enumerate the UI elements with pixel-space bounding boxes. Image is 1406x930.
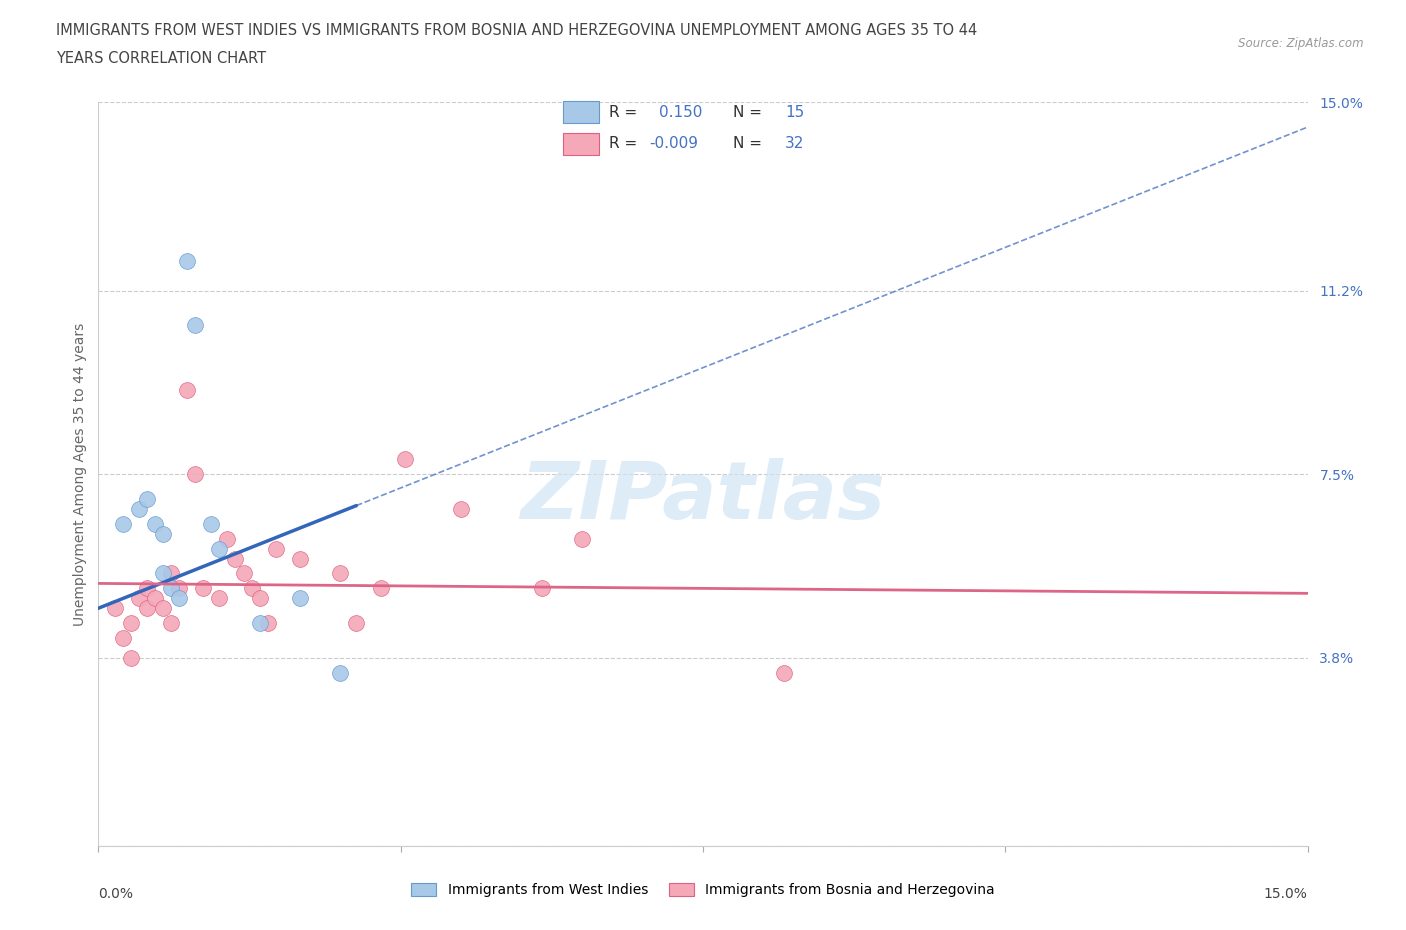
Point [184, 467, 207, 482]
Text: 15: 15 [785, 104, 804, 120]
Text: IMMIGRANTS FROM WEST INDIES VS IMMIGRANTS FROM BOSNIA AND HERZEGOVINA UNEMPLOYME: IMMIGRANTS FROM WEST INDIES VS IMMIGRANT… [56, 23, 977, 38]
Point [208, 591, 231, 605]
Point [329, 566, 352, 581]
Point [143, 516, 166, 531]
Point [135, 492, 157, 507]
Y-axis label: Unemployment Among Ages 35 to 44 years: Unemployment Among Ages 35 to 44 years [73, 323, 87, 626]
Point [193, 581, 215, 596]
Point [128, 501, 150, 516]
Text: 0.150: 0.150 [659, 104, 702, 120]
Point [120, 616, 142, 631]
Text: ZIPatlas: ZIPatlas [520, 458, 886, 536]
Text: 15.0%: 15.0% [1264, 887, 1308, 901]
Point [370, 581, 392, 596]
Point [288, 591, 311, 605]
Point [264, 541, 287, 556]
Text: R =: R = [609, 136, 637, 152]
Point [135, 581, 157, 596]
Point [772, 665, 794, 680]
Point [120, 650, 142, 665]
Point [176, 254, 198, 269]
Point [160, 566, 183, 581]
Point [232, 566, 254, 581]
Point [571, 531, 593, 546]
Point [288, 551, 311, 566]
Point [530, 581, 553, 596]
FancyBboxPatch shape [564, 133, 599, 154]
Point [200, 516, 222, 531]
Point [111, 516, 134, 531]
Point [249, 591, 271, 605]
Point [152, 526, 174, 541]
Point [329, 665, 352, 680]
Point [128, 591, 150, 605]
Point [224, 551, 246, 566]
Point [176, 382, 198, 397]
Point [217, 531, 239, 546]
Point [160, 616, 183, 631]
Point [184, 318, 207, 333]
Point [167, 591, 190, 605]
Text: R =: R = [609, 104, 637, 120]
Text: Source: ZipAtlas.com: Source: ZipAtlas.com [1239, 37, 1364, 50]
Point [249, 616, 271, 631]
Point [208, 541, 231, 556]
Text: YEARS CORRELATION CHART: YEARS CORRELATION CHART [56, 51, 266, 66]
Point [111, 631, 134, 645]
Point [344, 616, 367, 631]
Point [256, 616, 278, 631]
Text: 32: 32 [785, 136, 804, 152]
Point [240, 581, 263, 596]
Point [103, 601, 125, 616]
Text: 0.0%: 0.0% [98, 887, 134, 901]
Point [450, 501, 472, 516]
Point [167, 581, 190, 596]
Text: N =: N = [734, 104, 762, 120]
FancyBboxPatch shape [564, 101, 599, 123]
Text: -0.009: -0.009 [650, 136, 699, 152]
Point [394, 452, 416, 467]
Point [152, 601, 174, 616]
Point [143, 591, 166, 605]
Point [135, 601, 157, 616]
Point [152, 566, 174, 581]
Point [160, 581, 183, 596]
Legend: Immigrants from West Indies, Immigrants from Bosnia and Herzegovina: Immigrants from West Indies, Immigrants … [406, 877, 1000, 903]
Text: N =: N = [734, 136, 762, 152]
